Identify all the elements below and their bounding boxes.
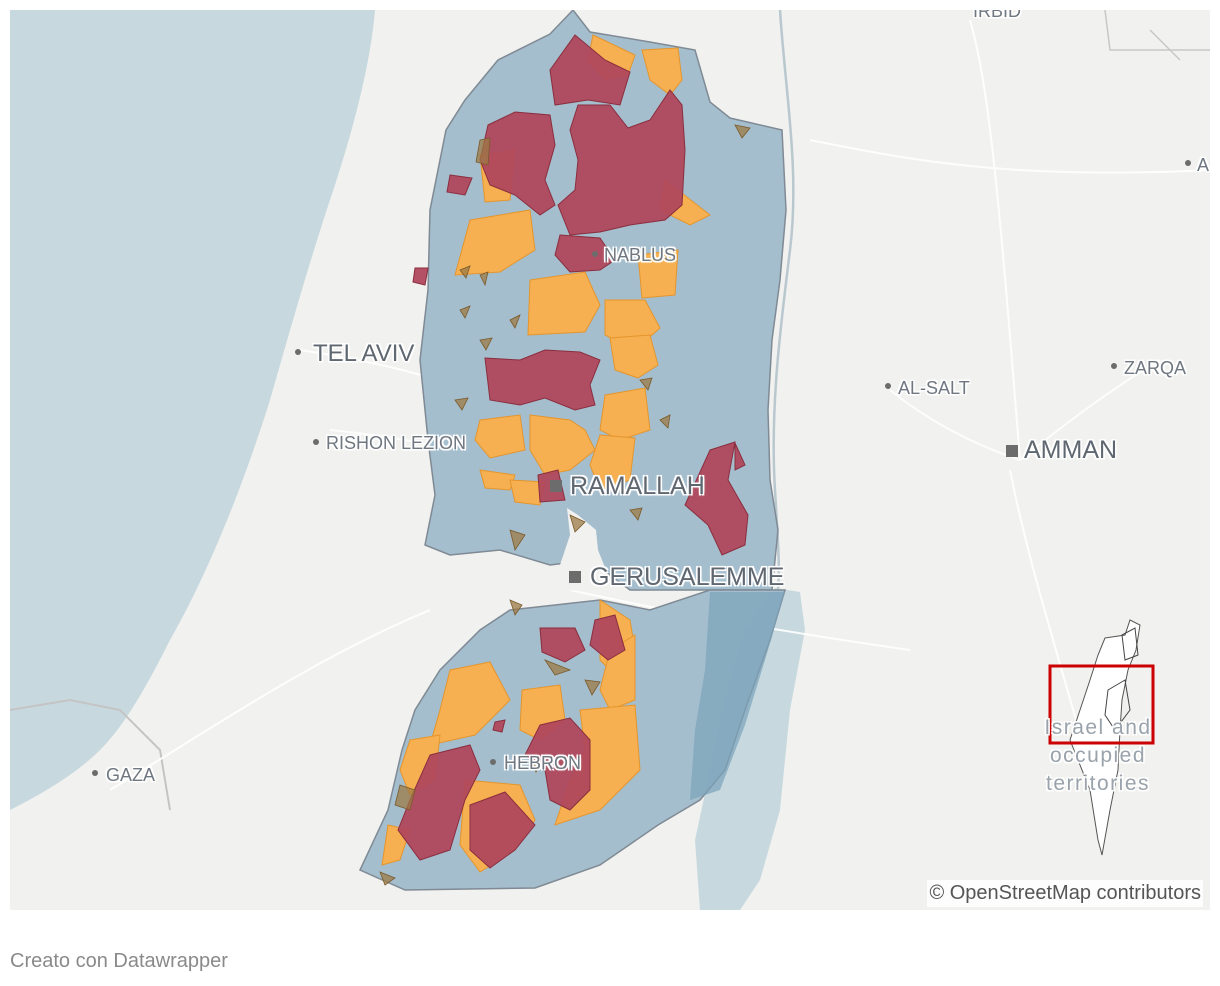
gerusalemme-label: GERUSALEMME bbox=[590, 563, 785, 591]
edge-city-marker bbox=[1185, 160, 1191, 166]
zarqa-marker bbox=[1111, 363, 1117, 369]
inset-extent-frame bbox=[1048, 664, 1155, 745]
tel-aviv-label: TEL AVIV bbox=[313, 340, 415, 367]
map-svg bbox=[10, 10, 1210, 910]
inset-israel-shape bbox=[1069, 619, 1141, 856]
inset-occupied-hatch bbox=[1104, 627, 1139, 731]
jordan-valley-area bbox=[690, 592, 785, 800]
map-canvas[interactable]: TEL AVIV RISHON LEZION GAZA NABLUS RAMAL… bbox=[10, 10, 1210, 910]
ramallah-label: RAMALLAH bbox=[570, 472, 705, 500]
gaza-marker bbox=[92, 770, 98, 776]
area-red-group bbox=[397, 34, 749, 869]
tel-aviv-marker bbox=[295, 349, 301, 355]
zarqa-label: ZARQA bbox=[1124, 358, 1187, 378]
amman-marker bbox=[1006, 445, 1018, 457]
al-salt-marker bbox=[885, 383, 891, 389]
nablus-label: NABLUS bbox=[604, 245, 677, 265]
gaza-border bbox=[10, 698, 171, 811]
map-attribution[interactable]: © OpenStreetMap contributors bbox=[927, 880, 1203, 907]
nablus-marker bbox=[592, 251, 598, 257]
al-salt-label: AL-SALT bbox=[898, 378, 970, 398]
edge-city-label: A bbox=[1197, 155, 1210, 175]
borders bbox=[1104, 10, 1210, 61]
dead-sea bbox=[695, 588, 805, 910]
area-orange-group bbox=[381, 34, 711, 873]
hebron-marker bbox=[490, 759, 496, 765]
ramallah-marker bbox=[550, 480, 562, 492]
gerusalemme-marker bbox=[569, 571, 581, 583]
hebron-label: HEBRON bbox=[504, 753, 582, 773]
mediterranean-sea bbox=[10, 10, 375, 810]
rishon-lezion-marker bbox=[313, 439, 319, 445]
amman-label: AMMAN bbox=[1024, 436, 1118, 464]
gaza-label: GAZA bbox=[106, 765, 156, 785]
inset-map bbox=[1048, 619, 1155, 856]
inset-label: Israel and occupied territories bbox=[1044, 716, 1152, 795]
irbid-label: IRBID bbox=[973, 10, 1022, 21]
area-olive-group bbox=[379, 124, 751, 886]
rishon-lezion-label: RISHON LEZION bbox=[326, 433, 467, 453]
datawrapper-credit[interactable]: Creato con Datawrapper bbox=[10, 950, 228, 972]
